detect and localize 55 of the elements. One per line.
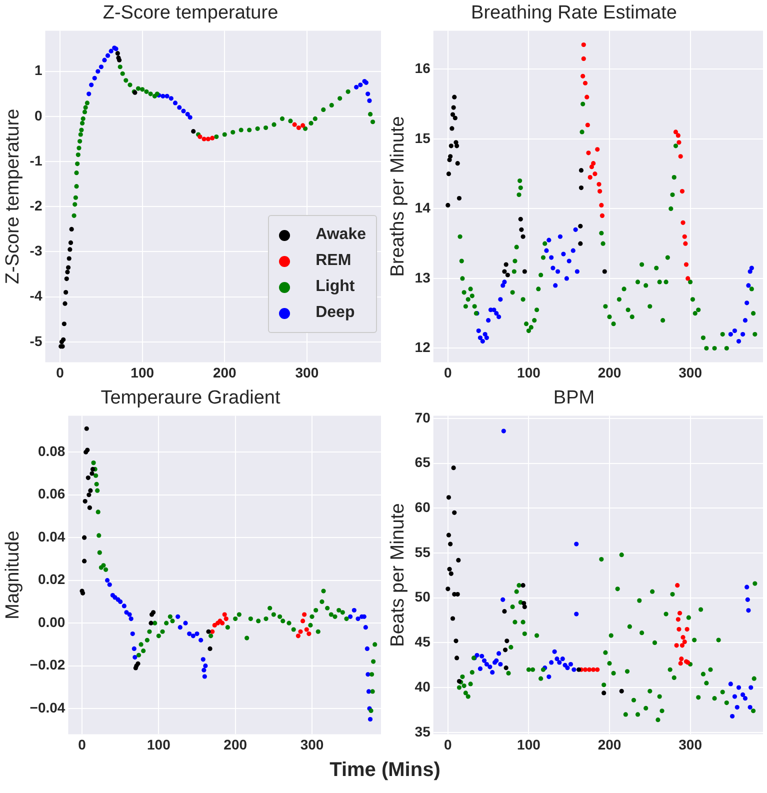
y-tick-label: 0.02: [38, 571, 66, 588]
y-tick-label: 0.08: [38, 442, 66, 459]
y-tick-label: 16: [414, 60, 431, 76]
y-tick-label: 0.06: [38, 486, 66, 502]
chart-title: BPM: [553, 388, 595, 409]
legend-label: Light: [316, 278, 355, 296]
x-tick-label: 200: [598, 364, 622, 380]
y-tick-label: 40: [414, 678, 431, 694]
chart-title: Temperaure Gradient: [100, 388, 281, 409]
legend-label: Deep: [316, 304, 355, 322]
y-tick-label: 13: [414, 269, 431, 286]
y-tick-label: -5: [30, 332, 42, 349]
y-tick-label: 1: [34, 62, 42, 78]
x-tick-label: 200: [224, 736, 248, 752]
x-tick-label: 100: [517, 736, 541, 752]
y-tick-label: 70: [414, 409, 431, 426]
x-tick-label: 300: [300, 736, 324, 752]
x-tick-label: 100: [130, 364, 154, 380]
y-tick-label: 50: [414, 588, 431, 605]
y-tick-label: 0.00: [38, 614, 66, 630]
y-axis-title: Z-Score temperature: [2, 108, 24, 284]
y-tick-label: 15: [414, 130, 431, 146]
y-tick-label: 65: [414, 454, 431, 470]
x-tick-label: 200: [212, 364, 237, 380]
legend-label: REM: [316, 252, 352, 270]
legend-label: Awake: [316, 226, 366, 244]
x-tick-label: 0: [444, 736, 452, 752]
y-tick-label: 0.04: [38, 528, 66, 544]
x-tick-label: 300: [678, 364, 702, 380]
y-axis-title: Magnitude: [2, 530, 24, 620]
y-axis-title: Breaths per Minute: [388, 116, 409, 277]
y-tick-label: -4: [30, 288, 42, 304]
x-tick-label: 300: [295, 364, 319, 380]
x-tick-label: 0: [444, 364, 452, 380]
x-axis-title: Time (Mins): [328, 759, 442, 782]
y-tick-label: 45: [414, 634, 431, 650]
chart-title: Breathing Rate Estimate: [471, 2, 677, 24]
x-tick-label: 100: [517, 364, 541, 380]
y-tick-label: 12: [414, 339, 431, 356]
y-tick-label: 35: [414, 723, 431, 740]
y-tick-label: 60: [414, 499, 431, 516]
x-tick-label: 300: [678, 736, 702, 752]
y-tick-label: −0.02: [30, 656, 66, 673]
y-axis-title: Beats per Minute: [388, 503, 409, 647]
y-tick-label: −0.04: [30, 699, 66, 716]
y-tick-label: -2: [30, 198, 42, 214]
y-tick-label: 14: [414, 200, 431, 216]
x-tick-label: 0: [78, 736, 86, 752]
x-tick-label: 200: [598, 736, 622, 752]
y-tick-label: 0: [34, 107, 42, 124]
y-tick-label: -3: [30, 242, 42, 259]
y-tick-label: -1: [30, 152, 42, 168]
x-tick-label: 100: [147, 736, 171, 752]
y-tick-label: 55: [414, 544, 431, 560]
chart-title: Z-Score temperature: [102, 2, 278, 24]
